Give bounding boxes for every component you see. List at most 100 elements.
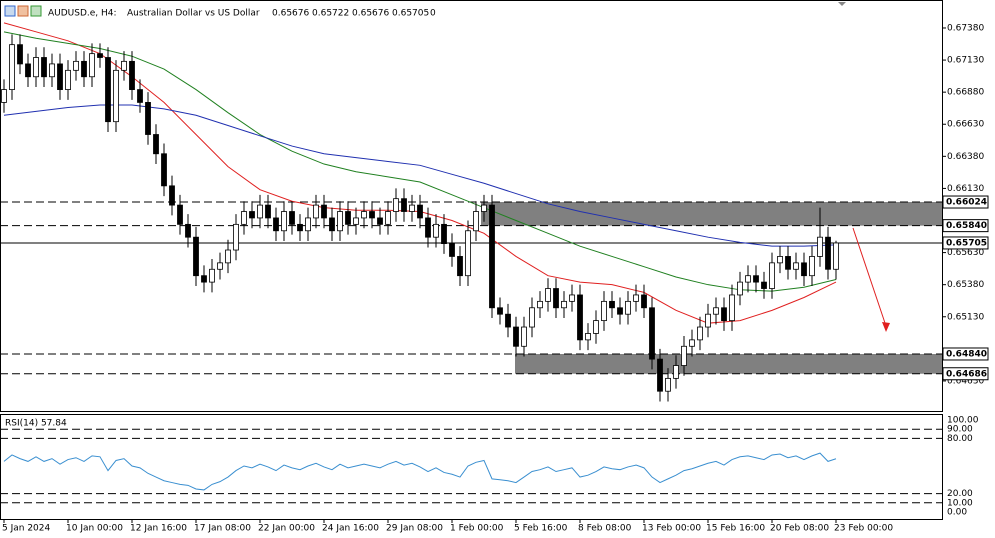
price-tag-label: 0.64840 bbox=[946, 349, 987, 359]
moving-average bbox=[3, 104, 837, 247]
y-tick-label: 0.67380 bbox=[947, 23, 984, 33]
candle-body bbox=[521, 326, 527, 347]
candle-body bbox=[577, 294, 583, 341]
candle-body bbox=[793, 262, 799, 270]
candle-body bbox=[401, 198, 407, 212]
price-tag-label: 0.64686 bbox=[946, 369, 987, 379]
x-tick-label: 5 Jan 2024 bbox=[2, 524, 50, 534]
candle-body bbox=[313, 204, 319, 219]
quote-close: 0.65705 bbox=[392, 9, 429, 19]
scroll-marker bbox=[838, 2, 846, 6]
toolbar-icon[interactable] bbox=[30, 5, 42, 17]
candle-body bbox=[385, 211, 391, 225]
candle-body bbox=[361, 211, 367, 219]
candle-body bbox=[233, 223, 239, 251]
candle-body bbox=[225, 249, 231, 264]
candle-body bbox=[169, 185, 175, 206]
candle-body bbox=[481, 204, 487, 212]
candle-body bbox=[617, 307, 623, 315]
symbol: AUDUSD.e, H4: bbox=[48, 9, 117, 19]
candle-body bbox=[473, 211, 479, 232]
y-tick-label: 0.67130 bbox=[947, 56, 984, 66]
forecast-arrow bbox=[852, 227, 887, 327]
candle-body bbox=[153, 134, 159, 155]
description: Australian Dollar vs US Dollar bbox=[127, 9, 260, 19]
candle-body bbox=[193, 236, 199, 277]
price-tag bbox=[942, 195, 989, 209]
x-tick-label: 20 Feb 08:00 bbox=[770, 524, 829, 534]
x-tick-label: 10 Jan 00:00 bbox=[66, 524, 123, 534]
candle-body bbox=[817, 236, 823, 257]
candle-body bbox=[457, 256, 463, 277]
quote-volume: 0 bbox=[430, 9, 436, 19]
y-tick-label: 0.65380 bbox=[947, 280, 984, 290]
candle-body bbox=[593, 320, 599, 334]
x-tick-label: 29 Jan 08:00 bbox=[386, 524, 443, 534]
candle-body bbox=[377, 217, 383, 225]
x-tick-label: 24 Jan 16:00 bbox=[322, 524, 379, 534]
candle-body bbox=[65, 69, 71, 90]
candle-body bbox=[97, 53, 103, 58]
candle-body bbox=[81, 60, 87, 78]
candle-body bbox=[273, 217, 279, 232]
candle-body bbox=[89, 53, 95, 78]
candle-body bbox=[761, 281, 767, 289]
y-tick-label: 0.65630 bbox=[947, 248, 984, 258]
candle-body bbox=[257, 204, 263, 219]
forecast-arrowhead bbox=[882, 322, 890, 332]
candle-body bbox=[113, 69, 119, 123]
candle-body bbox=[345, 211, 351, 225]
candle-body bbox=[297, 223, 303, 232]
candle-body bbox=[553, 288, 559, 309]
candle-body bbox=[801, 262, 807, 277]
candle-body bbox=[449, 243, 455, 257]
toolbar-icon[interactable] bbox=[4, 5, 16, 17]
candle-body bbox=[105, 57, 111, 123]
y-tick-label: 0.66380 bbox=[947, 152, 984, 162]
candle-body bbox=[369, 211, 375, 219]
candle-body bbox=[825, 236, 831, 270]
candle-body bbox=[25, 63, 31, 78]
candle-body bbox=[305, 217, 311, 232]
rsi-tick-label: 90.00 bbox=[947, 425, 973, 435]
toolbar-icon[interactable] bbox=[17, 5, 29, 17]
candle-body bbox=[425, 217, 431, 238]
candle-body bbox=[649, 307, 655, 360]
zone bbox=[481, 202, 942, 226]
moving-average bbox=[3, 31, 837, 292]
candle-body bbox=[1, 89, 7, 103]
candle-body bbox=[393, 198, 399, 212]
candle-body bbox=[241, 211, 247, 225]
rsi-tick-label: 20.00 bbox=[947, 489, 973, 499]
rsi-tick-label: 10.00 bbox=[947, 498, 973, 508]
quote-open: 0.65676 bbox=[272, 9, 309, 19]
candle-body bbox=[209, 268, 215, 283]
candle-body bbox=[321, 204, 327, 219]
price-tag-label: 0.65705 bbox=[946, 238, 987, 248]
candle-body bbox=[689, 339, 695, 347]
rsi-tick-label: 0.00 bbox=[947, 508, 967, 518]
rsi-line bbox=[3, 452, 837, 491]
price-tag-label: 0.66024 bbox=[946, 198, 987, 208]
candle-body bbox=[409, 204, 415, 212]
candle-body bbox=[705, 313, 711, 328]
candle-body bbox=[57, 63, 63, 90]
candle-body bbox=[417, 204, 423, 219]
candle-body bbox=[177, 204, 183, 225]
candle-body bbox=[681, 345, 687, 366]
x-tick-label: 1 Feb 00:00 bbox=[450, 524, 504, 534]
candle-body bbox=[697, 326, 703, 341]
candle-body bbox=[433, 223, 439, 238]
candle-body bbox=[753, 275, 759, 283]
candle-body bbox=[465, 230, 471, 277]
candle-body bbox=[441, 223, 447, 245]
candle-body bbox=[265, 204, 271, 219]
x-tick-label: 15 Feb 16:00 bbox=[706, 524, 765, 534]
candle-body bbox=[673, 365, 679, 379]
x-tick-label: 8 Feb 08:00 bbox=[578, 524, 632, 534]
candle-body bbox=[249, 211, 255, 219]
x-tick-label: 23 Feb 00:00 bbox=[834, 524, 893, 534]
